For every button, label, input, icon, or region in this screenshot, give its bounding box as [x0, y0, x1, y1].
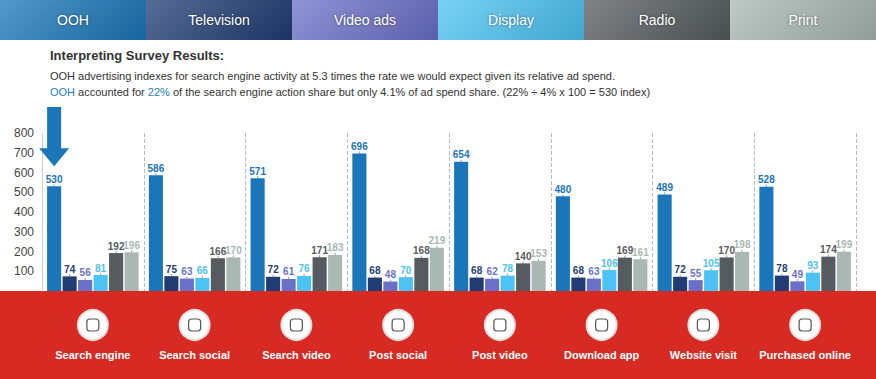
svg-text:400: 400 [14, 205, 34, 219]
svg-text:161: 161 [632, 247, 649, 258]
svg-text:Search social: Search social [159, 349, 230, 361]
svg-text:153: 153 [530, 248, 547, 259]
svg-text:200: 200 [14, 245, 34, 259]
html-text:Television: Television [188, 12, 250, 28]
html-text:OOH: OOH [57, 12, 89, 28]
svg-text:63: 63 [588, 266, 600, 277]
svg-text:72: 72 [268, 264, 280, 275]
html-text:Display: Display [488, 12, 534, 28]
svg-text:199: 199 [836, 239, 853, 250]
svg-text:56: 56 [80, 267, 92, 278]
svg-text:75: 75 [166, 264, 178, 275]
svg-text:219: 219 [429, 235, 446, 246]
svg-text:300: 300 [14, 225, 34, 239]
svg-text:76: 76 [299, 263, 311, 274]
html-text:OOH accounted for 22% of the s: OOH accounted for 22% of the search engi… [50, 86, 651, 98]
svg-text:528: 528 [758, 174, 775, 185]
svg-text:140: 140 [514, 250, 532, 262]
svg-text:183: 183 [327, 242, 344, 253]
svg-text:Website visit: Website visit [670, 349, 737, 361]
svg-text:174: 174 [820, 244, 837, 256]
svg-text:78: 78 [502, 263, 514, 274]
svg-text:74: 74 [64, 264, 76, 275]
svg-text:62: 62 [487, 266, 499, 277]
svg-text:500: 500 [14, 185, 34, 199]
svg-text:61: 61 [283, 266, 295, 277]
svg-text:480: 480 [555, 184, 572, 195]
svg-text:48: 48 [385, 269, 397, 280]
svg-text:168: 168 [413, 245, 430, 256]
svg-text:Search video: Search video [262, 349, 331, 361]
svg-text:586: 586 [148, 163, 165, 174]
svg-text:Post social: Post social [369, 349, 427, 361]
html-text:OOH advertising indexes for se: OOH advertising indexes for search engin… [50, 70, 615, 82]
svg-text:49: 49 [792, 269, 804, 280]
svg-text:654: 654 [453, 149, 470, 160]
svg-text:198: 198 [734, 239, 751, 250]
svg-text:81: 81 [95, 263, 107, 274]
svg-text:63: 63 [181, 266, 193, 277]
svg-text:166: 166 [209, 245, 227, 257]
svg-text:170: 170 [225, 245, 242, 256]
svg-text:530: 530 [46, 174, 63, 185]
svg-text:100: 100 [14, 264, 34, 278]
svg-text:700: 700 [14, 146, 34, 160]
svg-text:93: 93 [807, 260, 819, 271]
svg-text:571: 571 [249, 166, 266, 177]
svg-text:169: 169 [616, 245, 634, 257]
svg-text:600: 600 [14, 166, 34, 180]
svg-text:55: 55 [690, 268, 702, 279]
svg-text:72: 72 [675, 264, 687, 275]
svg-text:Download app: Download app [564, 349, 639, 361]
svg-text:68: 68 [471, 265, 483, 276]
svg-text:696: 696 [351, 141, 368, 152]
svg-text:Purchased online: Purchased online [759, 349, 851, 361]
svg-text:66: 66 [197, 265, 209, 276]
svg-text:78: 78 [776, 263, 788, 274]
svg-text:Post video: Post video [472, 349, 528, 361]
svg-text:68: 68 [573, 265, 585, 276]
svg-text:105: 105 [703, 258, 720, 269]
html-text:Radio: Radio [638, 12, 676, 28]
html-text:Print: Print [788, 12, 818, 28]
svg-text:489: 489 [656, 182, 673, 193]
svg-text:170: 170 [718, 244, 735, 256]
svg-text:171: 171 [311, 244, 328, 256]
svg-text:192: 192 [107, 240, 125, 252]
svg-text:800: 800 [14, 126, 34, 140]
html-text:Interpreting Survey Results:: Interpreting Survey Results: [50, 48, 225, 63]
svg-text:68: 68 [369, 265, 381, 276]
html-text:Video ads: Video ads [334, 12, 396, 28]
svg-text:196: 196 [123, 240, 140, 251]
svg-text:106: 106 [601, 258, 618, 269]
svg-text:70: 70 [400, 265, 412, 276]
svg-text:Search engine: Search engine [55, 349, 130, 361]
